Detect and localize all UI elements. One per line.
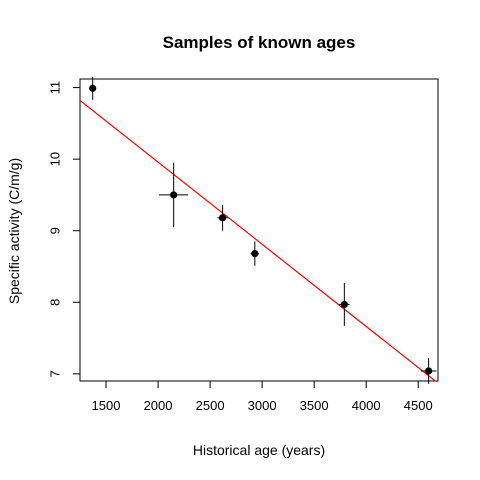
chart-title: Samples of known ages [163,33,356,52]
data-point [217,204,228,231]
x-axis: 1500 2000 2500 3000 3500 4000 4500 [92,381,433,413]
x-axis-label: Historical age (years) [193,442,325,458]
data-point [250,241,259,266]
x-tick-label: 1500 [92,398,121,413]
plot-area [79,78,439,382]
point-marker [218,214,227,222]
x-tick-label: 4000 [352,398,381,413]
point-marker [425,367,433,375]
data-points [89,76,437,384]
y-tick-label: 8 [47,299,62,306]
x-tick-label: 3000 [248,398,277,413]
point-marker [251,250,259,258]
data-point [89,76,97,100]
point-marker [89,84,97,92]
x-tick-label: 3500 [300,398,329,413]
y-tick-label: 11 [47,81,62,95]
y-tick-label: 10 [47,152,62,166]
y-tick-label: 9 [47,227,62,234]
x-tick-label: 2000 [144,398,173,413]
point-marker [340,300,348,309]
plot-frame [79,78,439,382]
point-marker [170,191,178,199]
regression-line [80,99,437,381]
x-tick-label: 4500 [404,398,433,413]
y-axis-label: Specific activity (C/m/g) [6,158,22,304]
y-tick-label: 7 [47,370,62,377]
x-tick-label: 2500 [196,398,225,413]
data-point [420,358,437,384]
data-point [339,282,350,326]
data-point [159,162,189,228]
regression-line-group [80,99,437,381]
y-axis: 7 8 9 10 11 [47,81,80,377]
